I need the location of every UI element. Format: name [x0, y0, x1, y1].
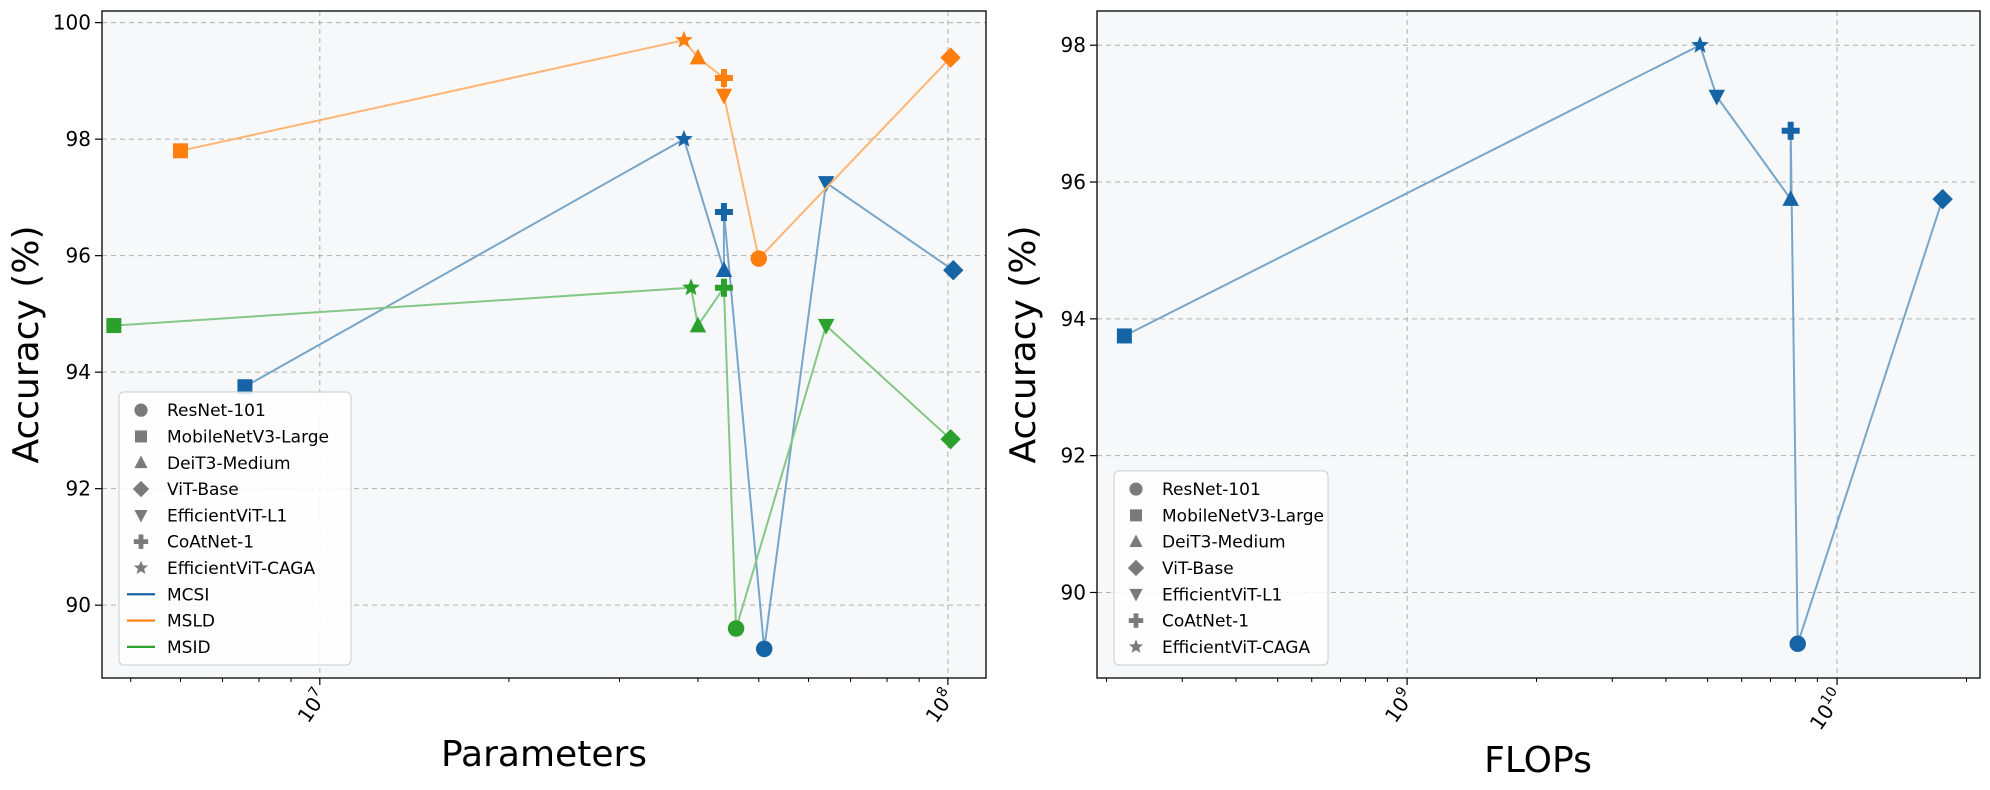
point-msid-deit3-medium: [689, 316, 707, 333]
legend-marker-circle: [134, 403, 148, 417]
legend-label: ResNet-101: [1162, 480, 1261, 500]
point-msld-efficientvit-l1: [715, 88, 733, 105]
legend-marker-diamond: [132, 480, 150, 498]
point-msld-vit-base: [940, 47, 961, 68]
point-mcsi-deit3-medium: [715, 261, 733, 277]
legend-marker-triangle-down: [1129, 588, 1143, 602]
legend-label: EfficientViT-CAGA: [1162, 638, 1310, 658]
point-msld-deit3-medium: [689, 48, 707, 65]
point-mcsi-efficientvit-l1: [1708, 89, 1725, 106]
legend-label: MobileNetV3-Large: [167, 427, 329, 447]
point-mcsi-mobilenetv3-large: [237, 379, 253, 395]
legend-label: ResNet-101: [167, 401, 266, 421]
legend-marker-triangle-up: [134, 455, 148, 469]
legend-box: [118, 391, 352, 666]
point-msid-coatnet-1: [714, 278, 733, 297]
y-axis-title: Accuracy (%): [6, 225, 47, 463]
legend-marker-circle: [1129, 482, 1143, 496]
legend-label: ViT-Base: [167, 480, 239, 500]
legend-marker-triangle-down: [134, 509, 148, 523]
plot-frame: [1096, 10, 1981, 679]
point-mcsi-coatnet-1: [714, 202, 733, 221]
point-msid-resnet-101: [727, 620, 745, 637]
y-tick-label: 100: [53, 11, 91, 35]
chart-flops: 109 1010 90 92 94 96 98 FLOPs Accuracy (%) ResNet…: [1003, 10, 1981, 781]
y-tick-label: 92: [66, 477, 91, 501]
y-tick-label: 90: [1061, 580, 1086, 604]
legend-label: ViT-Base: [1162, 559, 1234, 579]
legend-marker-triangle-up: [1129, 534, 1143, 548]
point-msid-vit-base: [940, 428, 961, 450]
x-tick-label: 1010: [1803, 684, 1849, 734]
point-mcsi-efficientvit-l1: [817, 176, 835, 192]
point-mcsi-vit-base: [1932, 188, 1953, 210]
point-mcsi-vit-base: [943, 260, 964, 281]
legend-label: MCSI: [167, 585, 209, 605]
legend-marker-square: [1130, 509, 1142, 522]
y-tick-label: 96: [66, 244, 91, 268]
point-msld-efficientvit-caga: [675, 30, 693, 48]
point-msid-efficientvit-caga: [682, 278, 700, 296]
plot-frame: [101, 10, 987, 679]
y-tick-label: 92: [1061, 444, 1086, 468]
legend-label: MSLD: [167, 612, 215, 632]
legend-label: DeiT3-Medium: [167, 454, 291, 474]
chart-parameters: 107 108 90 92 94 96 98 100 Parameters Accuracy (%…: [6, 10, 987, 775]
legend-marker-star: [133, 560, 149, 574]
y-axis-title: Accuracy (%): [1003, 225, 1044, 463]
point-mcsi-coatnet-1: [1781, 121, 1800, 140]
y-tick-label: 94: [66, 360, 91, 384]
point-mcsi-efficientvit-caga: [675, 129, 693, 147]
point-mcsi-mobilenetv3-large: [1116, 328, 1132, 344]
legend-marker-plus: [1128, 613, 1144, 628]
legend-marker-diamond: [1127, 559, 1145, 577]
legend-label: MobileNetV3-Large: [1162, 506, 1324, 526]
point-mcsi-efficientvit-caga: [1691, 35, 1709, 53]
grid: [1097, 11, 1980, 678]
point-msld-resnet-101: [750, 250, 768, 267]
legend-label: EfficientViT-CAGA: [167, 559, 315, 579]
x-minor-ticks: [1106, 678, 1967, 682]
legend-label: MSID: [167, 638, 211, 658]
legend-label: CoAtNet-1: [1162, 612, 1249, 632]
point-msid-mobilenetv3-large: [106, 318, 122, 334]
y-tick-label: 98: [1061, 33, 1086, 57]
y-tick-label: 94: [1061, 307, 1086, 331]
point-mcsi-deit3-medium: [1782, 190, 1799, 206]
legend-marker-star: [1128, 639, 1144, 653]
x-tick-label: 109: [1378, 684, 1419, 727]
legend-label: EfficientViT-L1: [167, 506, 287, 526]
legend: ResNet-101 MobileNetV3-Large DeiT3-Medium V…: [118, 391, 352, 666]
point-mcsi-resnet-101: [1789, 635, 1806, 653]
legend-box: [1113, 470, 1329, 666]
legend-label: DeiT3-Medium: [1162, 533, 1286, 553]
legend-marker-plus: [133, 534, 149, 549]
x-axis-title: FLOPs: [1484, 740, 1592, 781]
point-mcsi-resnet-101: [755, 640, 773, 658]
y-tick-label: 90: [66, 593, 91, 617]
x-axis-title: Parameters: [441, 734, 647, 775]
y-tick-label: 98: [66, 127, 91, 151]
x-tick-label: 108: [919, 684, 960, 727]
x-minor-ticks: [130, 678, 920, 682]
legend-label: EfficientViT-L1: [1162, 585, 1282, 605]
point-msid-efficientvit-l1: [817, 318, 835, 335]
x-tick-label: 107: [291, 684, 332, 727]
legend-marker-square: [135, 430, 147, 443]
legend-label: CoAtNet-1: [167, 533, 254, 553]
point-msld-coatnet-1: [714, 68, 733, 87]
y-tick-label: 96: [1061, 170, 1086, 194]
point-msld-mobilenetv3-large: [172, 143, 188, 159]
legend: ResNet-101 MobileNetV3-Large DeiT3-Medium V…: [1113, 470, 1329, 666]
